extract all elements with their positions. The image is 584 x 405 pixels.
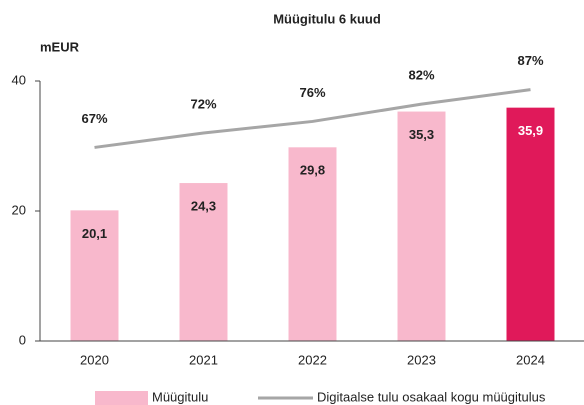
bar xyxy=(70,210,119,341)
bar-value-label: 24,3 xyxy=(191,198,216,213)
x-tick-label: 2023 xyxy=(407,352,436,367)
line-value-label: 76% xyxy=(299,85,325,100)
line-value-label: 82% xyxy=(408,68,434,83)
y-tick-label: 0 xyxy=(19,332,26,347)
y-tick-label: 40 xyxy=(12,72,26,87)
x-tick-label: 2022 xyxy=(298,352,327,367)
line-value-label: 67% xyxy=(81,111,107,126)
y-axis-label: mEUR xyxy=(40,39,80,54)
chart-title: Müügitulu 6 kuud xyxy=(273,11,381,26)
bar-value-label: 29,8 xyxy=(300,163,325,178)
line xyxy=(94,88,531,149)
line-value-label: 72% xyxy=(190,96,216,111)
legend-label: Digitaalse tulu osakaal kogu müügitulus xyxy=(317,389,546,404)
legend-label: Müügitulu xyxy=(152,389,208,404)
bar xyxy=(179,183,228,341)
bar xyxy=(506,107,555,342)
x-tick-label: 2024 xyxy=(516,352,545,367)
bar xyxy=(288,147,337,341)
bar xyxy=(397,111,446,341)
bar-value-label: 20,1 xyxy=(82,226,107,241)
bar-value-label: 35,9 xyxy=(518,123,543,138)
x-tick-label: 2021 xyxy=(189,352,218,367)
legend-swatch xyxy=(95,391,148,405)
bar-value-label: 35,3 xyxy=(409,127,434,142)
line-value-label: 87% xyxy=(517,53,543,68)
x-tick-label: 2020 xyxy=(80,352,109,367)
y-tick-label: 20 xyxy=(12,202,26,217)
